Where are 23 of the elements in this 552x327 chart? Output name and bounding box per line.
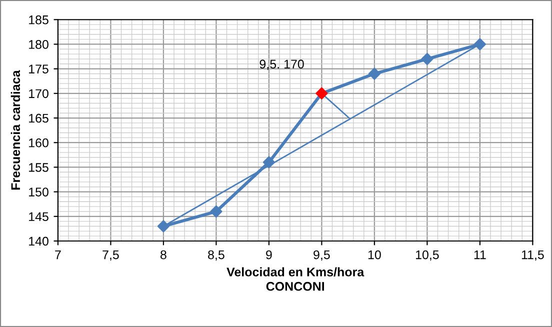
- y-tick-label: 145: [29, 212, 48, 222]
- x-tick-label: 10,5: [416, 250, 439, 261]
- y-tick-label: 175: [29, 64, 48, 74]
- y-tick-label: 170: [29, 89, 48, 98]
- y-tick-label: 160: [29, 138, 48, 148]
- y-tick-label: 150: [29, 188, 48, 196]
- x-axis-title: Velocidad en Kms/hora CONCONI: [226, 267, 364, 291]
- y-tick-label: 180: [29, 40, 48, 49]
- x-tick-label: 10: [368, 250, 381, 260]
- y-tick-label: 155: [29, 163, 48, 172]
- y-tick-label: 185: [29, 15, 48, 24]
- x-tick-label: 9: [266, 250, 272, 260]
- annotation: 9,5. 170: [260, 60, 304, 70]
- x-tick-label: 9,5: [314, 250, 330, 261]
- y-axis-title: Frecuencia cardiaca: [10, 70, 20, 190]
- x-tick-label: 11,5: [522, 250, 544, 261]
- x-tick-label: 11: [474, 250, 486, 260]
- y-tick-label: 140: [29, 236, 48, 246]
- x-tick-label: 8: [160, 250, 166, 260]
- y-tick-label: 165: [29, 114, 48, 123]
- x-tick-label: 7: [55, 250, 61, 260]
- x-tick-label: 8,5: [208, 250, 224, 261]
- x-tick-label: 7,5: [102, 250, 119, 261]
